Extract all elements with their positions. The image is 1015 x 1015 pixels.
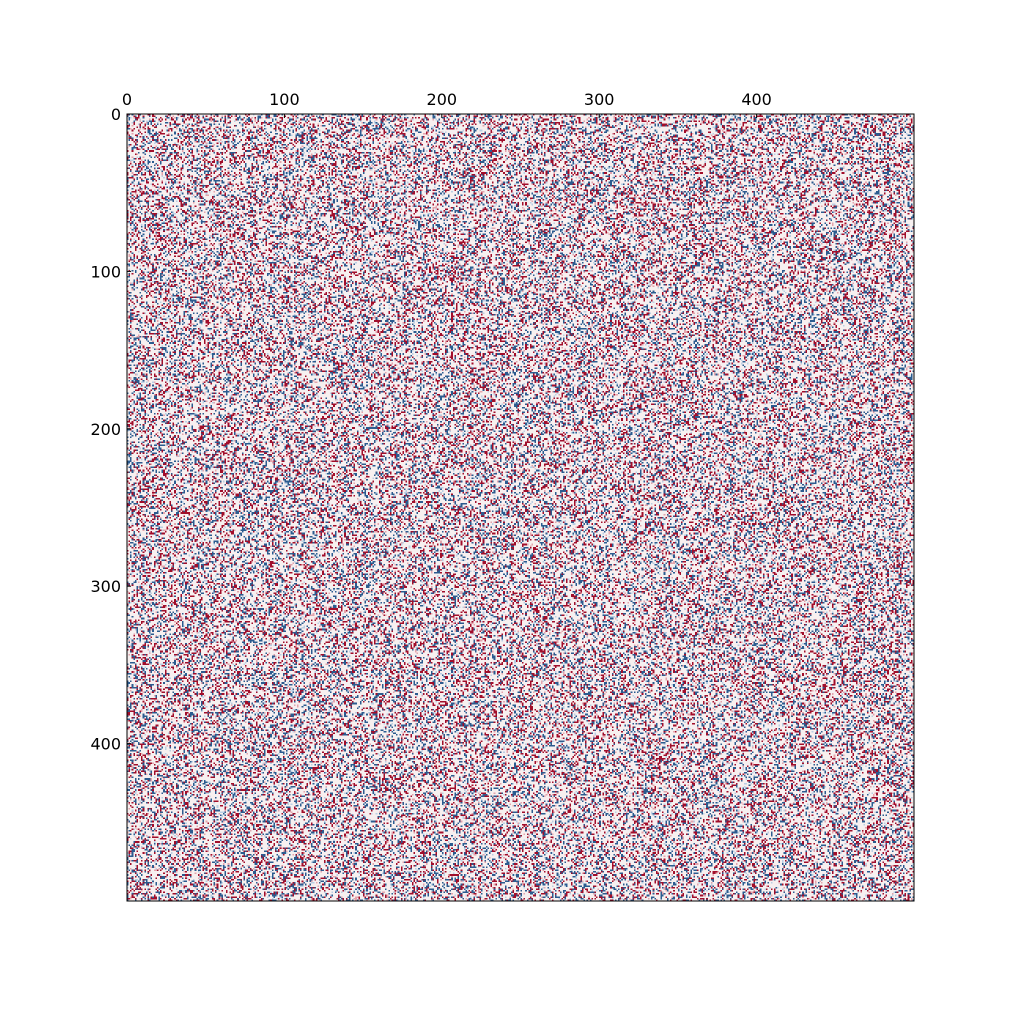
- x-tick-label: 300: [584, 90, 615, 109]
- y-tick-label: 100: [90, 262, 121, 281]
- x-tick-label: 400: [741, 90, 772, 109]
- y-tick-label: 0: [111, 105, 121, 124]
- y-tick-label: 400: [90, 735, 121, 754]
- plot-frame: [126, 113, 915, 902]
- plot-area: [126, 113, 915, 902]
- heatmap-image-wrapper: [127, 114, 914, 901]
- heatmap-image: [127, 114, 914, 901]
- x-tick-label: 200: [427, 90, 458, 109]
- y-tick-label: 300: [90, 577, 121, 596]
- x-tick-label: 100: [269, 90, 300, 109]
- x-axis-ticks: 0 100 200 300 400: [122, 90, 772, 118]
- y-axis-ticks: 0 100 200 300 400: [90, 105, 131, 754]
- x-tick-label: 0: [122, 90, 132, 109]
- y-tick-label: 200: [90, 420, 121, 439]
